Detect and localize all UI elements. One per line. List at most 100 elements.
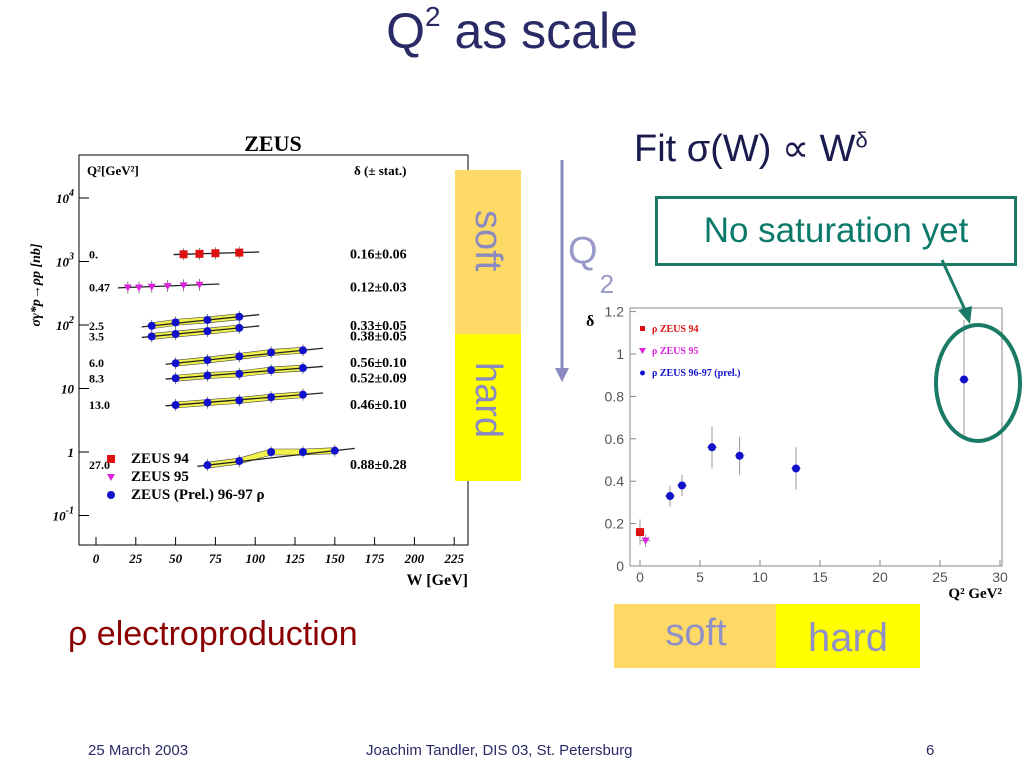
- delta-value-label: 0.88±0.28: [350, 458, 407, 473]
- q2-label-q: Q: [568, 230, 598, 272]
- x-tick-label: 25: [932, 569, 948, 585]
- soft-label-left: soft: [467, 210, 509, 272]
- y-tick-label: 0.6: [605, 431, 625, 447]
- x-tick-label: 25: [128, 551, 143, 566]
- data-point: [179, 250, 188, 259]
- y-tick-label: 0.8: [605, 388, 625, 404]
- data-point: [171, 374, 180, 383]
- data-point: [267, 393, 276, 402]
- series-6: 13.0 0.46±0.10: [89, 388, 407, 413]
- x-tick-label: 225: [443, 551, 464, 566]
- legend-label: ZEUS (Prel.) 96-97 ρ: [131, 487, 265, 503]
- delta-header: δ (± stat.): [354, 163, 407, 178]
- data-point: [147, 321, 156, 330]
- legend-label: ZEUS 95: [131, 469, 189, 485]
- x-tick-label: 175: [365, 551, 385, 566]
- data-point: [666, 492, 674, 501]
- hard-band-right: [776, 604, 920, 668]
- callout-arrow-head: [958, 306, 972, 324]
- footer-author: Joachim Tandler, DIS 03, St. Petersburg: [366, 742, 633, 759]
- fit-line: [165, 392, 324, 407]
- data-point: [330, 446, 339, 455]
- q2-label-sub: 2: [599, 269, 615, 299]
- soft-label-right: soft: [665, 612, 727, 654]
- delta-vs-q2-chart: 0 5 10 15 20 25 30 0 0.2 0.4 0.6 0.8 1 1.2 δ Q² GeV² ρ Z…: [586, 304, 1008, 602]
- y-tick-label: 1: [616, 346, 624, 362]
- fit-prefix: Fit: [634, 128, 687, 170]
- data-point: [171, 318, 180, 327]
- hard-band-left: [455, 334, 521, 481]
- hard-label-left: hard: [467, 362, 509, 439]
- fit-formula: Fit σ(W) ∝ Wδ: [634, 126, 868, 171]
- data-point: [171, 400, 180, 409]
- delta-value-label: 0.12±0.03: [350, 280, 407, 295]
- data-point: [267, 448, 276, 456]
- data-point: [134, 284, 143, 292]
- q2-value-label: 0.47: [89, 280, 110, 294]
- legend-marker: [640, 326, 645, 331]
- right-x-axis-label: Q² GeV²: [948, 586, 1002, 602]
- callout-markup: [934, 259, 1022, 443]
- rho-caption-text: electroproduction: [87, 615, 358, 653]
- data-point: [203, 356, 212, 365]
- y-tick-label: 10: [61, 382, 75, 397]
- y-tick-label: 102: [56, 315, 74, 333]
- data-point: [203, 461, 212, 470]
- data-point: [235, 312, 244, 321]
- delta-value-label: 0.16±0.06: [350, 247, 407, 262]
- q2-header: Q²[GeV²]: [87, 163, 139, 178]
- delta-value-label: 0.46±0.10: [350, 398, 407, 413]
- data-point: [641, 537, 650, 545]
- series-2: 2.5 0.33±0.05: [89, 310, 407, 334]
- series-4: 6.0 0.56±0.10: [89, 344, 407, 371]
- legend-label: ρ ZEUS 94: [652, 324, 698, 335]
- fit-sup: δ: [855, 127, 868, 153]
- q2-value-label: 6.0: [89, 356, 104, 370]
- slide-title: Q2 as scale: [0, 1, 1024, 60]
- data-point: [203, 371, 212, 380]
- data-point: [267, 366, 276, 375]
- legend-label: ZEUS 94: [131, 451, 189, 467]
- data-point: [298, 346, 307, 355]
- data-point: [171, 330, 180, 339]
- q2-value-label: 13.0: [89, 398, 110, 412]
- legend-marker: [640, 370, 645, 376]
- right-plot-frame: [629, 307, 1003, 567]
- data-point: [195, 249, 204, 258]
- x-tick-label: 10: [752, 569, 768, 585]
- data-point: [298, 448, 307, 456]
- data-point: [298, 364, 307, 373]
- data-point: [735, 451, 744, 460]
- data-point: [267, 348, 276, 357]
- fit-line: [165, 347, 324, 365]
- fit-sigma: σ(W) ∝ W: [686, 128, 856, 170]
- legend-marker: [107, 455, 115, 463]
- data-point: [298, 390, 307, 399]
- title-base: Q: [386, 3, 425, 59]
- y-tick-label: 10-1: [53, 506, 74, 524]
- data-point: [235, 248, 244, 257]
- x-tick-label: 200: [404, 551, 425, 566]
- no-saturation-callout: No saturation yet: [655, 196, 1017, 266]
- x-tick-label: 15: [812, 569, 828, 585]
- data-point: [792, 464, 800, 473]
- delta-value-label: 0.38±0.05: [350, 329, 407, 344]
- data-point: [147, 283, 156, 291]
- x-tick-label: 50: [169, 551, 183, 566]
- soft-band-left: [455, 170, 521, 334]
- q2-value-label: 3.5: [89, 329, 104, 343]
- x-tick-label: 0: [93, 551, 100, 566]
- q2-value-label: 2.5: [89, 319, 104, 333]
- series-1: 0.47 0.12±0.03: [89, 278, 407, 295]
- y-tick-label: 103: [56, 252, 74, 270]
- series-2: [665, 320, 969, 507]
- delta-value-label: 0.52±0.09: [350, 371, 407, 386]
- x-tick-label: 100: [245, 551, 265, 566]
- data-point: [203, 327, 212, 336]
- x-tick-label: 5: [696, 569, 704, 585]
- callout-arrow-line: [940, 259, 968, 313]
- title-rest: as scale: [440, 3, 638, 59]
- title-sup: 2: [425, 1, 441, 33]
- legend-label: ρ ZEUS 96-97 (prel.): [652, 368, 741, 379]
- hard-label-right: hard: [807, 616, 889, 660]
